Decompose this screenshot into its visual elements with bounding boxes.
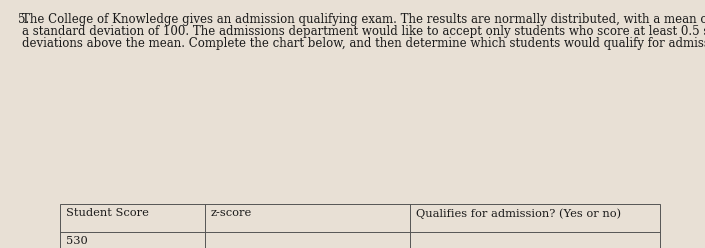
- Text: Qualifies for admission? (Yes or no): Qualifies for admission? (Yes or no): [416, 208, 621, 218]
- Text: Student Score: Student Score: [66, 208, 149, 218]
- Text: deviations above the mean. Complete the chart below, and then determine which st: deviations above the mean. Complete the …: [22, 37, 705, 50]
- Text: z-score: z-score: [211, 208, 252, 218]
- Text: The College of Knowledge gives an admission qualifying exam. The results are nor: The College of Knowledge gives an admiss…: [22, 13, 705, 26]
- Text: a standard deviation of 100. The admissions department would like to accept only: a standard deviation of 100. The admissi…: [22, 25, 705, 38]
- Text: 5.: 5.: [18, 13, 29, 26]
- Text: 530: 530: [66, 236, 87, 246]
